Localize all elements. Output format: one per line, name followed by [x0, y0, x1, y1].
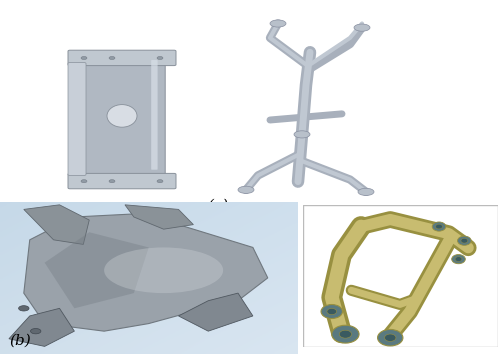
- Ellipse shape: [384, 334, 396, 341]
- FancyBboxPatch shape: [68, 50, 176, 65]
- Ellipse shape: [107, 104, 137, 127]
- Ellipse shape: [321, 304, 342, 319]
- Polygon shape: [24, 214, 268, 331]
- Ellipse shape: [18, 306, 29, 311]
- Ellipse shape: [327, 308, 336, 315]
- Ellipse shape: [455, 257, 462, 262]
- FancyBboxPatch shape: [79, 55, 165, 177]
- Ellipse shape: [109, 179, 115, 183]
- Ellipse shape: [270, 20, 286, 27]
- Polygon shape: [24, 205, 89, 244]
- Ellipse shape: [332, 325, 359, 343]
- Ellipse shape: [354, 24, 370, 31]
- FancyBboxPatch shape: [68, 173, 176, 189]
- Ellipse shape: [81, 179, 87, 183]
- Ellipse shape: [378, 330, 403, 346]
- Ellipse shape: [104, 247, 223, 293]
- Ellipse shape: [109, 56, 115, 59]
- Ellipse shape: [30, 329, 41, 334]
- Text: (b): (b): [9, 334, 30, 348]
- Ellipse shape: [238, 186, 254, 193]
- Polygon shape: [44, 232, 149, 308]
- Ellipse shape: [452, 255, 466, 264]
- Ellipse shape: [340, 330, 351, 338]
- FancyBboxPatch shape: [151, 60, 158, 170]
- Ellipse shape: [458, 236, 471, 245]
- Ellipse shape: [436, 224, 442, 229]
- FancyBboxPatch shape: [68, 63, 86, 176]
- Polygon shape: [178, 293, 253, 331]
- Polygon shape: [9, 308, 74, 346]
- Ellipse shape: [157, 179, 163, 183]
- Text: (a): (a): [208, 198, 229, 212]
- Ellipse shape: [358, 188, 374, 195]
- Ellipse shape: [81, 56, 87, 59]
- Ellipse shape: [461, 238, 468, 243]
- Ellipse shape: [157, 56, 163, 59]
- Ellipse shape: [294, 131, 310, 138]
- Polygon shape: [125, 205, 194, 229]
- Ellipse shape: [432, 222, 446, 231]
